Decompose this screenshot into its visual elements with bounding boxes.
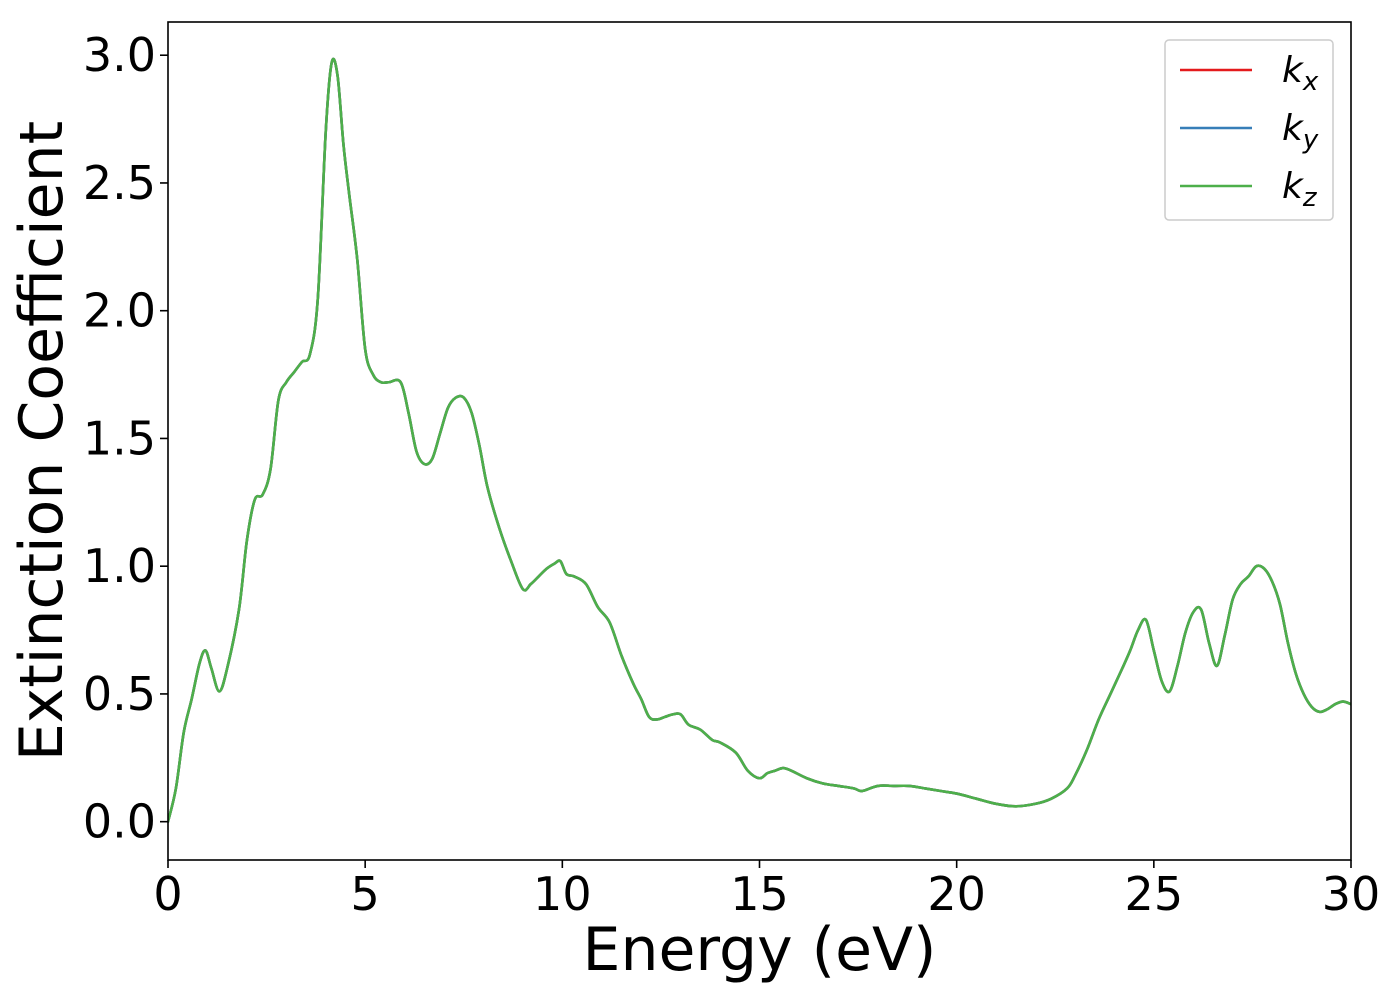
y-tick-label: 0.5 <box>83 667 156 721</box>
x-tick-label: 15 <box>730 867 789 921</box>
x-tick-label: 10 <box>533 867 592 921</box>
plot-area <box>168 22 1351 860</box>
series-layer <box>168 57 1351 823</box>
y-tick-label: 1.0 <box>83 539 156 593</box>
y-tick-label: 0.0 <box>83 795 156 849</box>
y-axis-title: Extinction Coefficient <box>7 121 77 761</box>
y-tick-label: 3.0 <box>83 28 156 82</box>
x-tick-label: 5 <box>351 867 380 921</box>
y-tick-label: 2.5 <box>83 156 156 210</box>
x-tick-label: 25 <box>1125 867 1184 921</box>
x-tick-label: 30 <box>1322 867 1381 921</box>
legend-frame <box>1164 39 1334 221</box>
series-line-k-z <box>168 57 1351 823</box>
y-axis: 0.0 0.5 1.0 1.5 2.0 2.5 3.0 <box>83 28 168 849</box>
x-axis-title: Energy (eV) <box>583 915 937 985</box>
x-tick-label: 20 <box>927 867 986 921</box>
x-tick-label: 0 <box>153 867 182 921</box>
y-tick-label: 1.5 <box>83 411 156 465</box>
x-axis: 0 5 10 15 20 25 30 <box>153 860 1380 921</box>
y-tick-label: 2.0 <box>83 284 156 338</box>
